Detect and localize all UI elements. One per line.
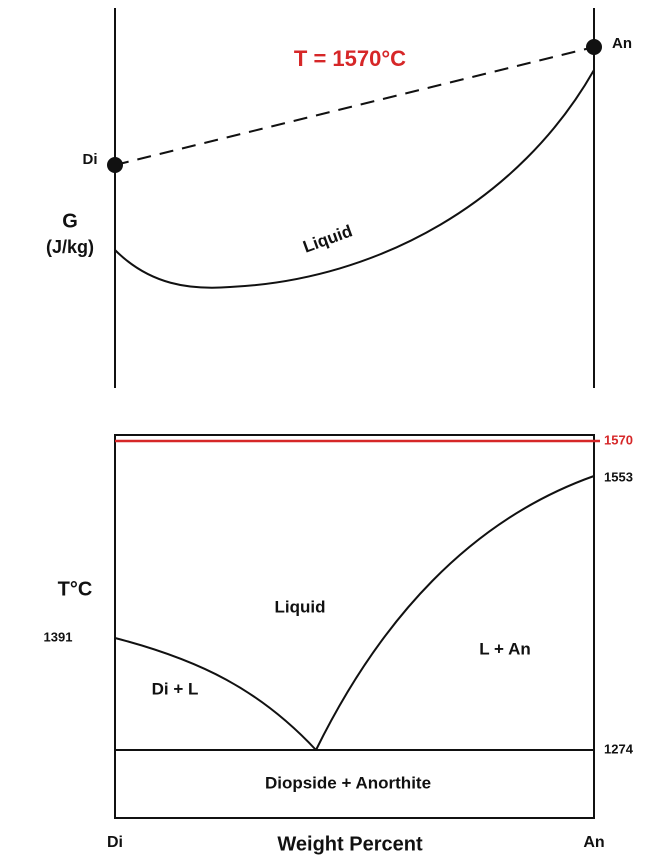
end-label: Di <box>83 151 98 168</box>
temperature-label: 1553 <box>604 469 633 484</box>
x-label: Weight Percent <box>277 833 423 855</box>
end-label: Di <box>107 834 123 851</box>
field-label: Di + L <box>152 679 199 698</box>
y-label: G <box>62 210 78 232</box>
curve-label: Liquid <box>300 221 354 256</box>
title: T = 1570°C <box>294 46 406 71</box>
field-label: L + An <box>479 639 530 658</box>
field-label: Liquid <box>275 597 326 616</box>
di-point <box>107 157 123 173</box>
temperature-label: 1570 <box>604 432 633 447</box>
liquid-curve <box>114 69 595 289</box>
y-label: T°C <box>58 578 93 600</box>
temperature-label: 1391 <box>44 629 73 644</box>
end-label: An <box>612 35 632 52</box>
an-point <box>586 39 602 55</box>
di-liquidus <box>114 637 317 751</box>
field-label: Diopside + Anorthite <box>265 773 431 792</box>
y-label: (J/kg) <box>46 237 94 257</box>
an-liquidus <box>315 475 595 751</box>
end-label: An <box>583 834 604 851</box>
mechanical-mixture-line <box>114 46 595 166</box>
temperature-label: 1274 <box>604 741 634 756</box>
plot-frame <box>114 434 595 819</box>
